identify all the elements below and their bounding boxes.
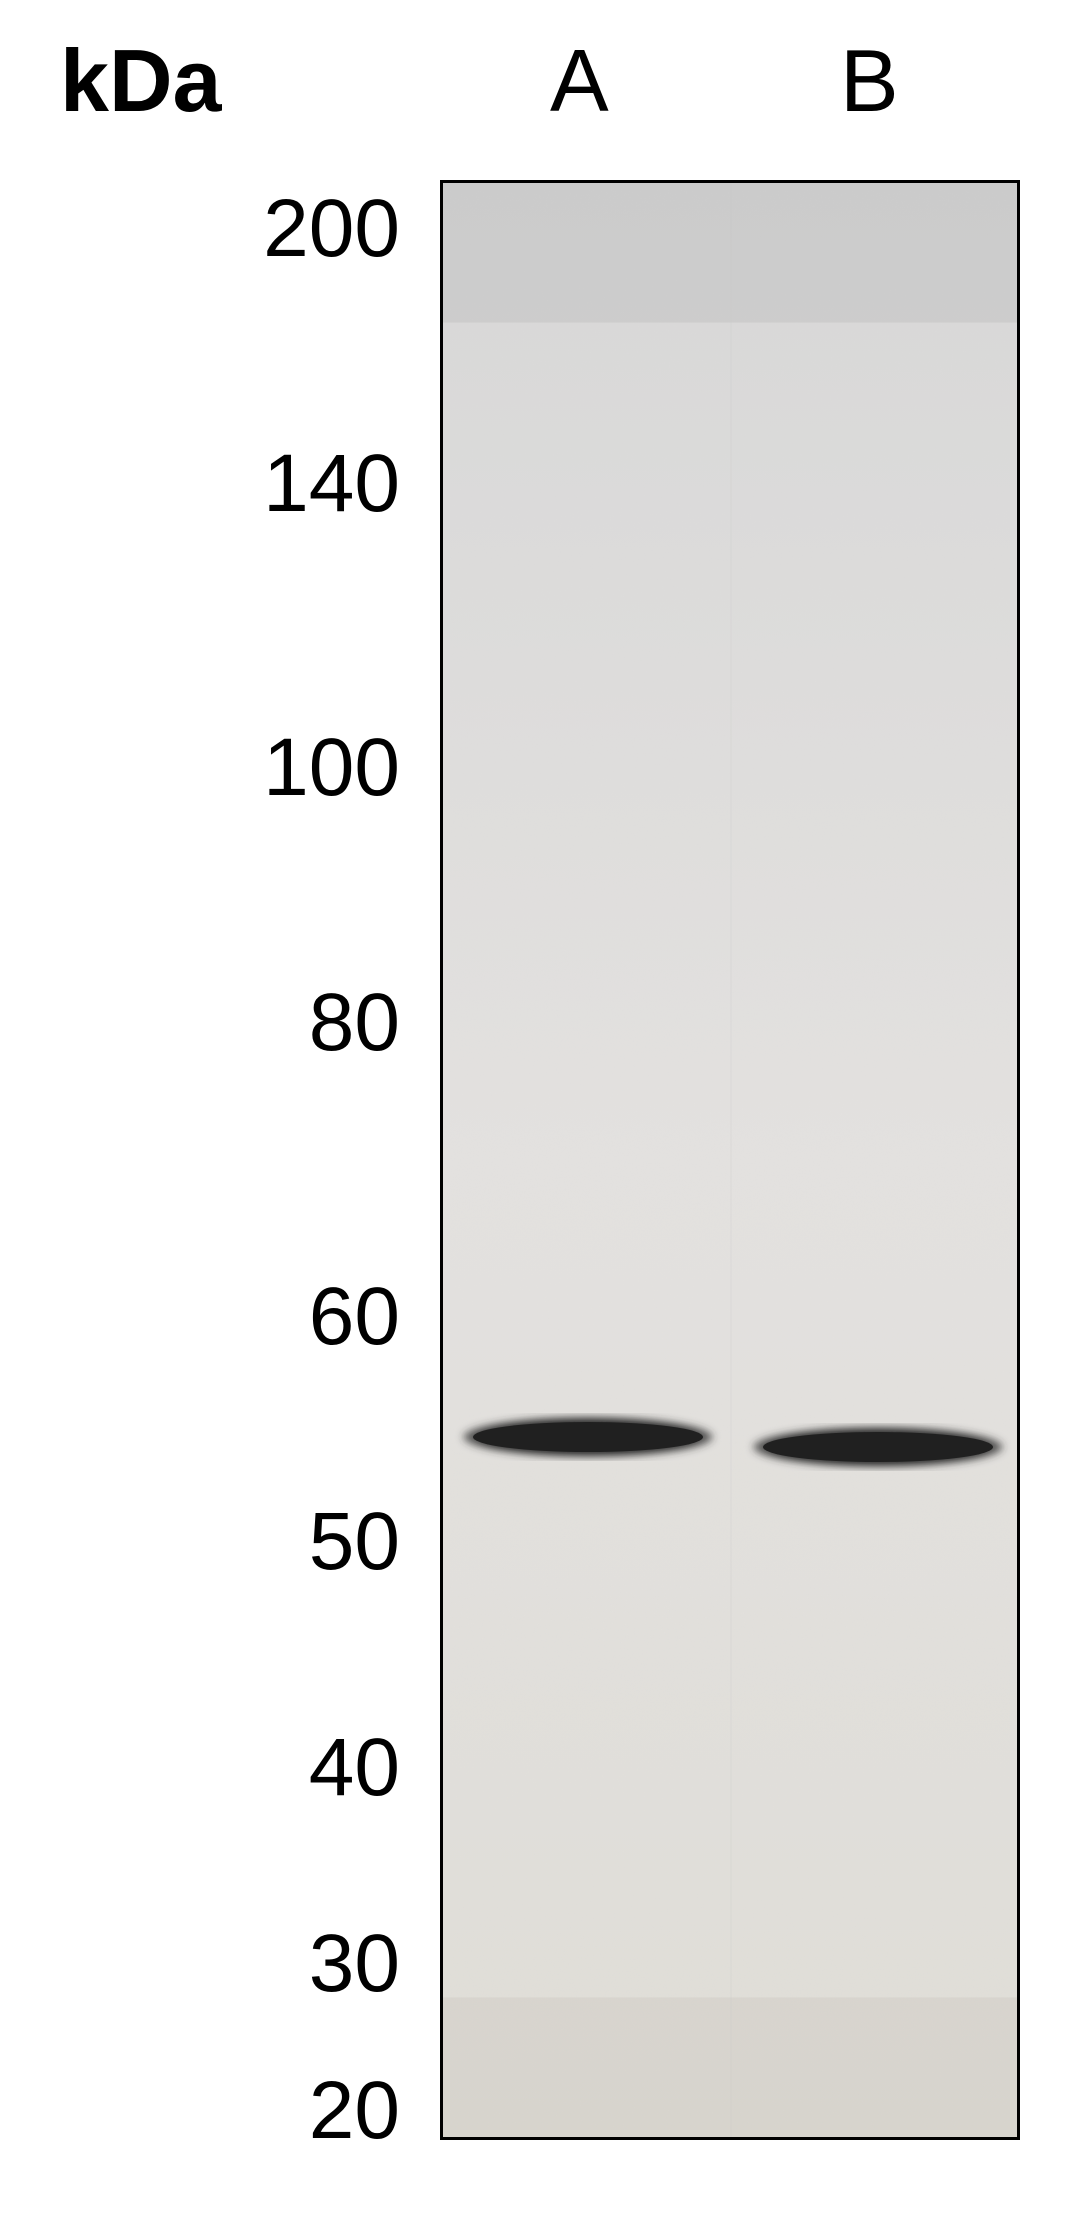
- band-lane-b: [748, 1422, 1008, 1472]
- lane-label-b: B: [840, 30, 899, 132]
- lane-divider: [730, 183, 732, 2137]
- mw-tick-100: 100: [200, 721, 400, 815]
- mw-tick-140: 140: [200, 437, 400, 531]
- mw-tick-80: 80: [200, 976, 400, 1070]
- header-row: kDa A B: [0, 30, 1080, 150]
- mw-tick-20: 20: [200, 2064, 400, 2158]
- mw-tick-200: 200: [200, 182, 400, 276]
- unit-label-kda: kDa: [60, 30, 221, 132]
- mw-tick-40: 40: [200, 1721, 400, 1815]
- lane-label-a: A: [550, 30, 609, 132]
- mw-tick-50: 50: [200, 1495, 400, 1589]
- blot-membrane: [440, 180, 1020, 2140]
- band-lane-a: [458, 1412, 718, 1462]
- mw-tick-60: 60: [200, 1270, 400, 1364]
- figure-container: kDa A B 200 140 100 80 60 50 40 30 20: [0, 0, 1080, 2227]
- mw-tick-30: 30: [200, 1917, 400, 2011]
